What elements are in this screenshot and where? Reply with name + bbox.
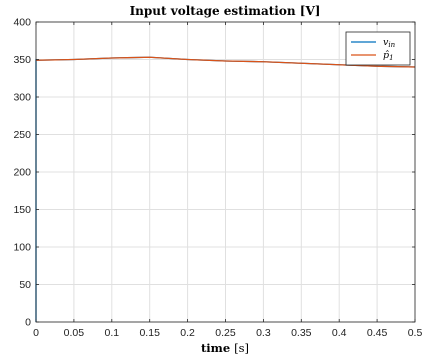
y-tick-label: 250 bbox=[13, 129, 31, 141]
legend-label-sub: 1 bbox=[389, 54, 393, 62]
x-tick-label: 0.45 bbox=[367, 327, 388, 339]
x-tick-label: 0.1 bbox=[104, 327, 119, 339]
y-tick-label: 400 bbox=[13, 17, 31, 29]
ticks: 0 0.05 0.1 0.15 0.2 0.25 0.3 0.35 0.4 0.45 0.5 0 50 1… bbox=[13, 17, 422, 340]
x-axis-label-name: time bbox=[201, 341, 230, 355]
x-tick-label: 0.4 bbox=[332, 327, 347, 339]
legend-label-main: p̂ bbox=[383, 50, 389, 61]
legend-label-main: v bbox=[383, 37, 389, 48]
grid bbox=[35, 21, 416, 323]
x-axis-label: time [s] bbox=[201, 341, 249, 355]
x-tick-label: 0.35 bbox=[291, 327, 312, 339]
legend-label-1: vin bbox=[383, 37, 396, 49]
x-tick-label: 0.3 bbox=[256, 327, 271, 339]
legend-label-sub: in bbox=[388, 41, 395, 49]
x-tick-label: 0.25 bbox=[215, 327, 236, 339]
x-tick-label: 0.5 bbox=[408, 327, 423, 339]
x-axis-label-unit: [s] bbox=[234, 341, 249, 355]
legend-label-2: p̂1 bbox=[383, 50, 394, 62]
legend-box bbox=[345, 31, 411, 66]
y-tick-label: 50 bbox=[19, 279, 31, 291]
y-tick-label: 0 bbox=[25, 317, 31, 329]
x-tick-label: 0.15 bbox=[139, 327, 160, 339]
chart-title: Input voltage estimation [V] bbox=[130, 4, 321, 18]
y-tick-label: 150 bbox=[13, 204, 31, 216]
y-tick-label: 350 bbox=[13, 54, 31, 66]
x-tick-label: 0 bbox=[33, 327, 39, 339]
y-tick-label: 200 bbox=[13, 167, 31, 179]
y-tick-label: 300 bbox=[13, 92, 31, 104]
x-tick-label: 0.05 bbox=[64, 327, 85, 339]
x-tick-label: 0.2 bbox=[180, 327, 195, 339]
y-tick-label: 100 bbox=[13, 242, 31, 254]
